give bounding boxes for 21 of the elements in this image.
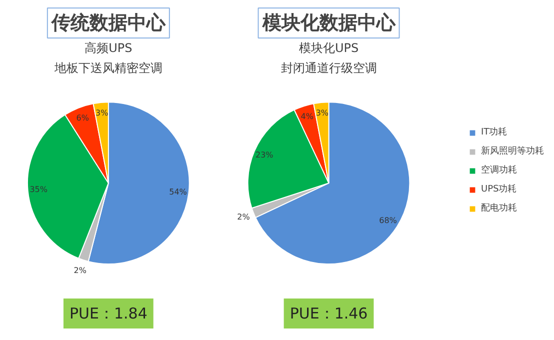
legend-label: 新风照明等功耗 [481, 145, 544, 158]
chart-subtitle: 模块化UPS 封闭通道行级空调 [280, 41, 377, 75]
data-label: 54% [169, 187, 188, 196]
data-label: 68% [379, 216, 398, 226]
data-label: 35% [30, 185, 48, 194]
data-label: 23% [255, 150, 274, 160]
text: PUE：1.84 [69, 304, 148, 323]
chart-title: 传统数据中心 [50, 12, 166, 34]
chart-title: 模块化数据中心 [261, 12, 396, 34]
data-label: 3% [316, 108, 329, 118]
legend-label: UPS功耗 [481, 183, 517, 196]
text: PUE：1.46 [290, 304, 368, 323]
data-label: 4% [300, 112, 314, 121]
legend-label: 空调功耗 [481, 164, 517, 176]
data-label: 3% [95, 108, 109, 118]
data-label: 6% [76, 113, 90, 122]
legend-label: 配电功耗 [481, 202, 517, 214]
legend-label: IT功耗 [481, 126, 508, 138]
data-label: 2% [237, 212, 250, 222]
data-label: 2% [74, 266, 87, 275]
chart-subtitle: 高频UPS 地板下送风精密空调 [53, 41, 162, 75]
